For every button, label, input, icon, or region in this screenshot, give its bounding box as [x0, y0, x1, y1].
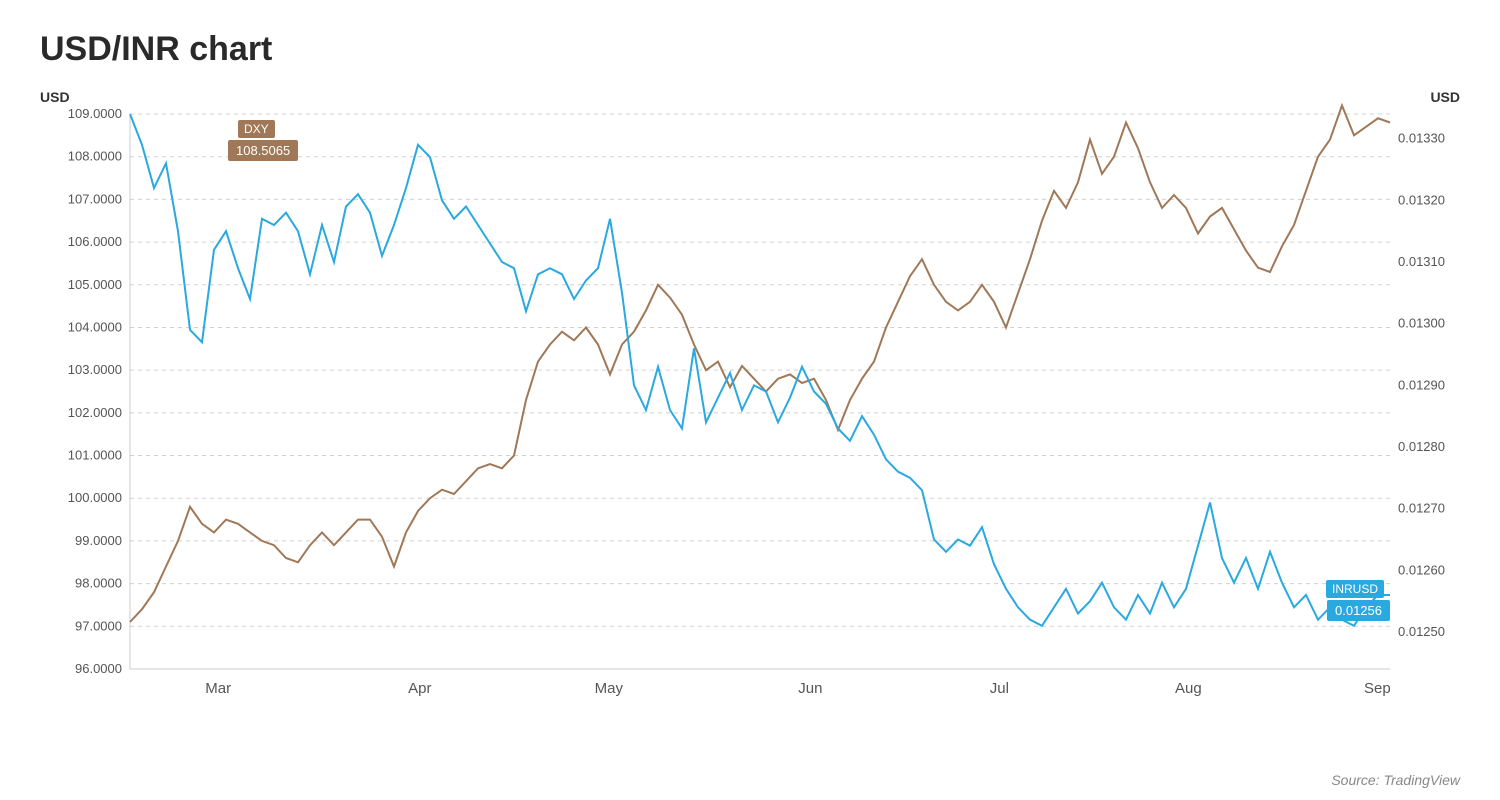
left-axis-label: USD — [40, 89, 70, 105]
svg-text:108.0000: 108.0000 — [68, 149, 122, 164]
svg-text:Mar: Mar — [205, 680, 231, 697]
series-badge-inrusd-value: 0.01256 — [1327, 600, 1390, 621]
svg-text:100.0000: 100.0000 — [68, 490, 122, 505]
chart-title: USD/INR chart — [40, 30, 1460, 69]
series-badge-dxy-value: 108.5065 — [228, 140, 298, 161]
svg-text:0.01250: 0.01250 — [1398, 624, 1445, 639]
series-badge-dxy-name: DXY — [238, 120, 275, 138]
svg-text:0.01290: 0.01290 — [1398, 377, 1445, 392]
svg-text:96.0000: 96.0000 — [75, 661, 122, 676]
chart-source: Source: TradingView — [1331, 772, 1460, 788]
svg-text:Jun: Jun — [798, 680, 822, 697]
series-badge-inrusd-name: INRUSD — [1326, 580, 1384, 598]
svg-text:Apr: Apr — [408, 680, 431, 697]
right-axis-label: USD — [1430, 89, 1460, 105]
svg-text:99.0000: 99.0000 — [75, 533, 122, 548]
plot-area: 96.000097.000098.000099.0000100.0000101.… — [130, 114, 1390, 699]
svg-text:98.0000: 98.0000 — [75, 576, 122, 591]
svg-text:103.0000: 103.0000 — [68, 362, 122, 377]
chart-container: USD USD 96.000097.000098.000099.0000100.… — [40, 89, 1460, 749]
svg-text:Aug: Aug — [1175, 680, 1202, 697]
svg-text:0.01260: 0.01260 — [1398, 562, 1445, 577]
svg-text:0.01300: 0.01300 — [1398, 316, 1445, 331]
chart-svg: 96.000097.000098.000099.0000100.0000101.… — [130, 114, 1390, 699]
svg-text:May: May — [595, 680, 624, 697]
svg-text:107.0000: 107.0000 — [68, 191, 122, 206]
svg-text:105.0000: 105.0000 — [68, 277, 122, 292]
svg-text:106.0000: 106.0000 — [68, 234, 122, 249]
svg-text:Sep: Sep — [1364, 680, 1391, 697]
svg-text:0.01330: 0.01330 — [1398, 131, 1445, 146]
svg-text:101.0000: 101.0000 — [68, 448, 122, 463]
svg-text:0.01320: 0.01320 — [1398, 192, 1445, 207]
svg-text:104.0000: 104.0000 — [68, 319, 122, 334]
svg-text:97.0000: 97.0000 — [75, 618, 122, 633]
svg-text:109.0000: 109.0000 — [68, 106, 122, 121]
svg-text:0.01310: 0.01310 — [1398, 254, 1445, 269]
svg-text:0.01270: 0.01270 — [1398, 501, 1445, 516]
svg-text:0.01280: 0.01280 — [1398, 439, 1445, 454]
svg-text:Jul: Jul — [990, 680, 1009, 697]
svg-text:102.0000: 102.0000 — [68, 405, 122, 420]
